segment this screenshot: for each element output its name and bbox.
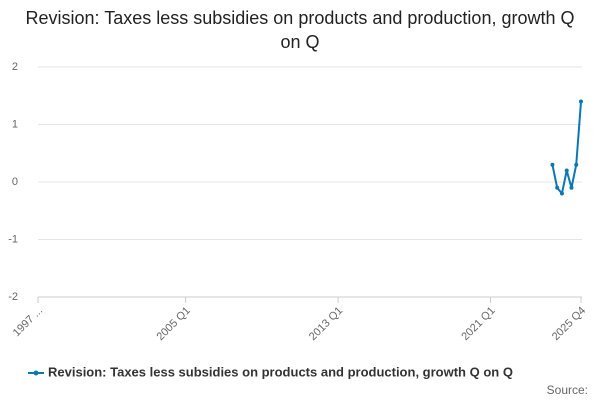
- data-point: [550, 162, 555, 167]
- x-tick-label: 2025 Q4: [550, 305, 588, 343]
- legend-marker: [33, 370, 39, 376]
- x-tick-label: 2005 Q1: [155, 305, 193, 343]
- data-point: [579, 99, 583, 104]
- y-tick-label: 0: [12, 176, 18, 188]
- y-tick-label: 2: [12, 61, 18, 73]
- data-point: [574, 162, 579, 167]
- x-tick-label: 2013 Q1: [307, 305, 345, 343]
- y-tick-label: -1: [8, 233, 18, 245]
- y-tick-label: 1: [12, 118, 18, 130]
- legend-label: Revision: Taxes less subsidies on produc…: [48, 364, 513, 379]
- chart-title: Revision: Taxes less subsidies on produc…: [25, 8, 575, 52]
- series-line: [551, 101, 582, 196]
- source: Source:: [547, 383, 588, 397]
- data-point: [569, 185, 574, 190]
- y-tick-label: -2: [8, 291, 18, 303]
- x-tick-label: 2021 Q1: [459, 305, 497, 343]
- data-point: [555, 185, 560, 190]
- data-point: [564, 168, 569, 173]
- x-tick-label: 1997 ...: [11, 305, 45, 339]
- data-point: [559, 191, 564, 196]
